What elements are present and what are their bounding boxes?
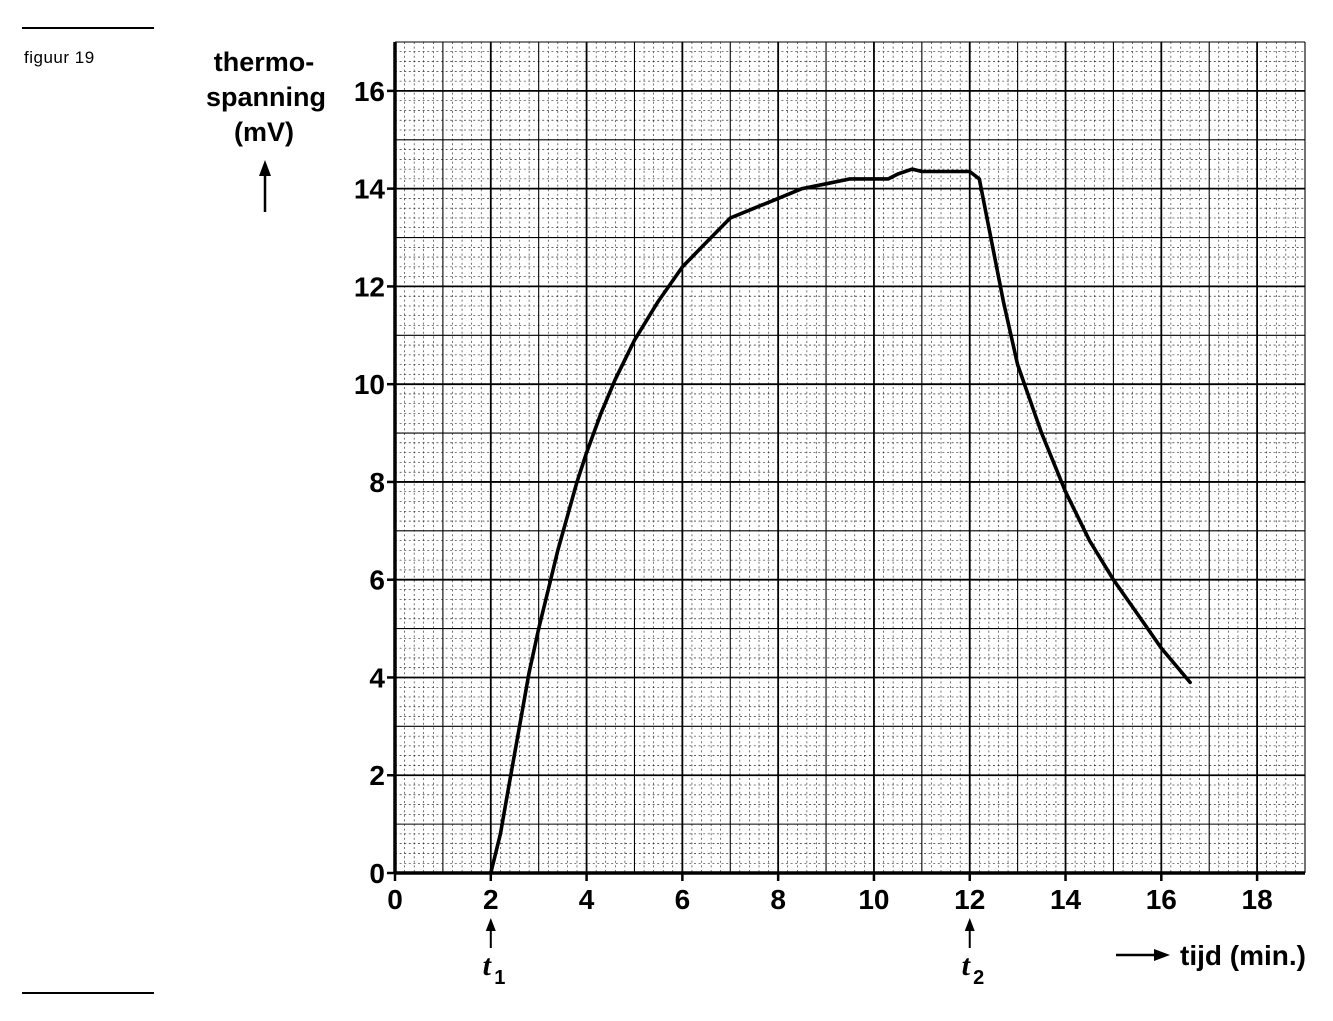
- series: [489, 167, 1192, 875]
- top-rule: [22, 27, 154, 29]
- grid: [394, 41, 1306, 874]
- marker-label-subscript: 2: [973, 967, 984, 989]
- right-arrow-icon: [1116, 949, 1170, 961]
- x-axis-label: tijd (min.): [1116, 940, 1306, 971]
- series-line: [489, 167, 1192, 875]
- axes: [393, 42, 1305, 875]
- y-tick-label: 8: [369, 467, 385, 498]
- x-tick-label: 14: [1050, 884, 1082, 915]
- y-tick-label: 0: [369, 858, 385, 889]
- x-tick-label: 0: [387, 884, 403, 915]
- figure-label: figuur 19: [24, 48, 95, 67]
- up-arrow-icon: [259, 160, 271, 212]
- tick-labels: 0 2 4 6 8 10 12 14 16 18 0 2 4 6 8 10 12 14 16: [354, 76, 1273, 915]
- y-tick-label: 16: [354, 76, 385, 107]
- marker-label-subscript: 1: [494, 967, 505, 989]
- marker-label: t: [962, 949, 972, 982]
- y-axis-label-line-3: (mV): [234, 117, 294, 147]
- bottom-rule: [22, 992, 154, 994]
- x-axis-label-text: tijd (min.): [1180, 940, 1306, 971]
- x-tick-label: 12: [954, 884, 985, 915]
- x-tick-label: 8: [770, 884, 786, 915]
- x-tick-label: 6: [675, 884, 691, 915]
- y-tick-label: 12: [354, 271, 385, 302]
- y-axis-label-line-2: spanning: [206, 82, 326, 112]
- marker-label: t: [483, 949, 493, 982]
- y-tick-label: 6: [369, 565, 385, 596]
- up-arrow-icon: [485, 918, 496, 931]
- y-tick-label: 14: [354, 174, 386, 205]
- y-tick-label: 4: [369, 662, 385, 693]
- x-tick-label: 16: [1146, 884, 1177, 915]
- x-tick-label: 2: [483, 884, 499, 915]
- y-axis-label: thermo- spanning (mV): [206, 47, 326, 212]
- up-arrow-icon: [964, 918, 975, 931]
- y-tick-label: 10: [354, 369, 385, 400]
- y-tick-label: 2: [369, 760, 385, 791]
- x-tick-label: 18: [1242, 884, 1273, 915]
- y-axis-label-line-1: thermo-: [214, 47, 315, 77]
- x-tick-label: 4: [579, 884, 595, 915]
- x-tick-label: 10: [858, 884, 889, 915]
